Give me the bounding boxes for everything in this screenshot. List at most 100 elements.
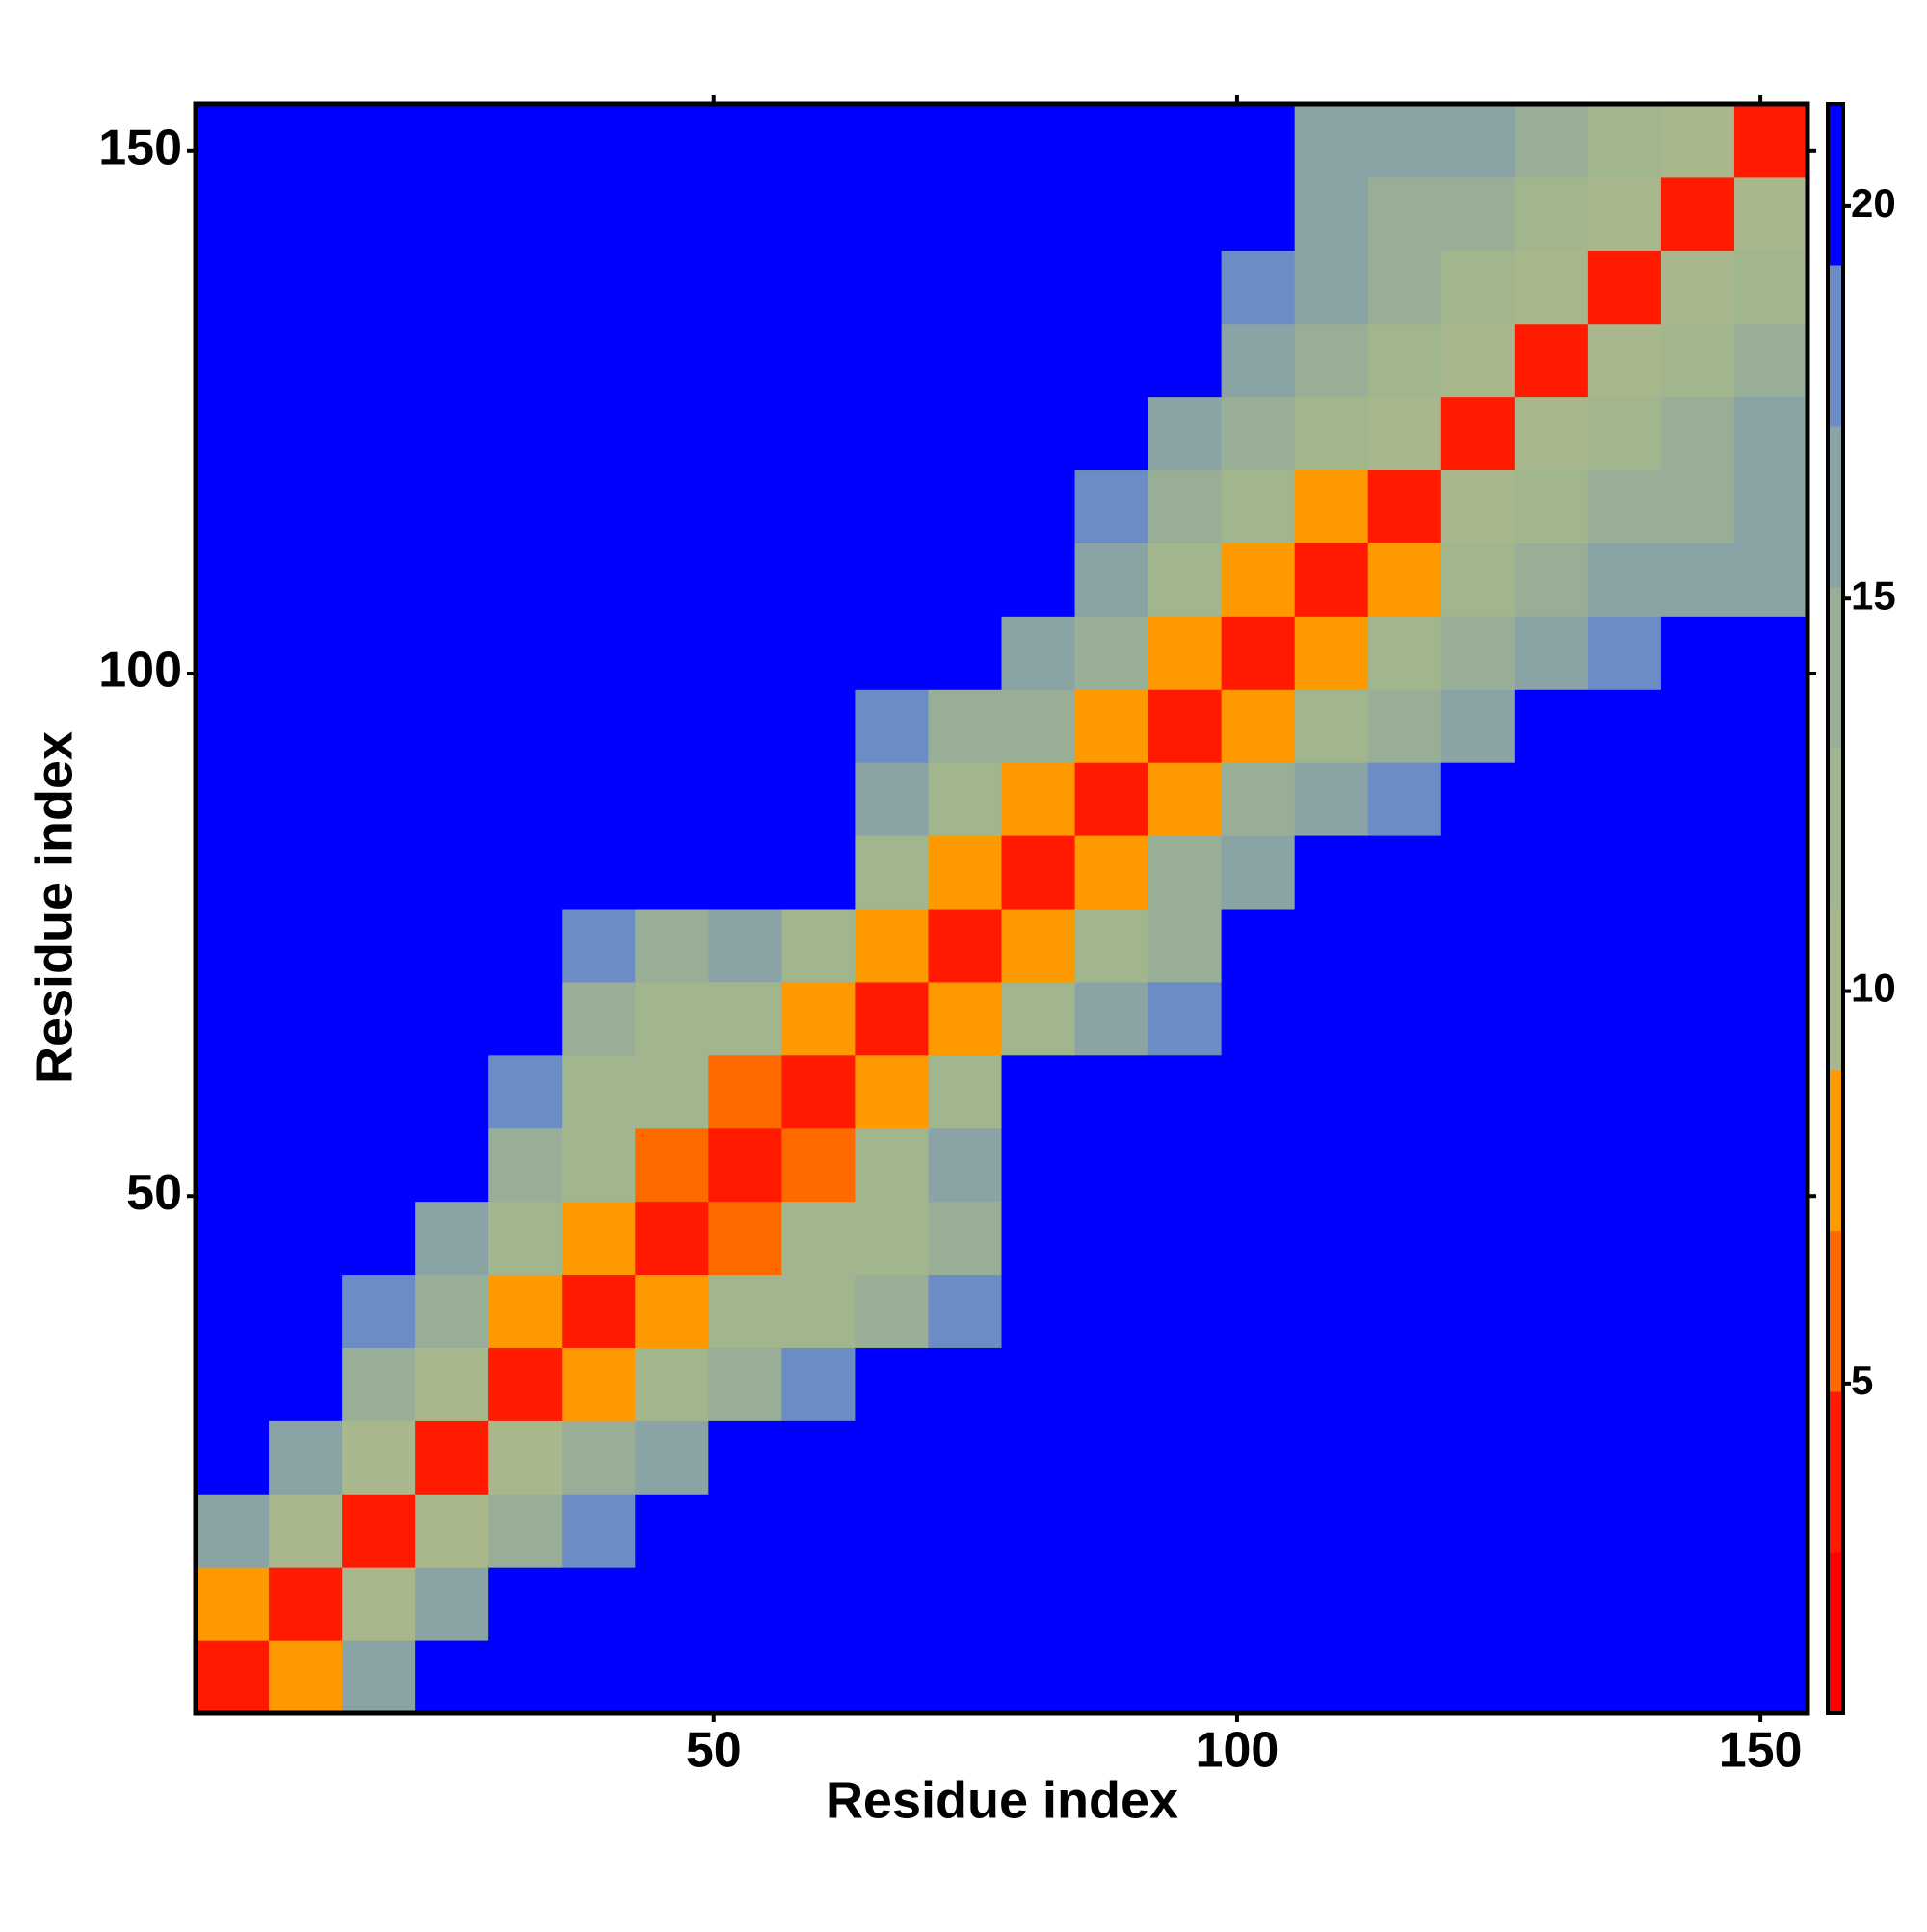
heatmap-cell [708,1567,782,1641]
heatmap-cell [562,323,636,398]
heatmap-cell [855,1274,929,1348]
heatmap-cell [1440,1347,1516,1421]
heatmap-cell [855,469,929,543]
heatmap-cell [708,396,782,471]
heatmap-cell [855,104,929,178]
heatmap-cell [1514,1567,1589,1641]
heatmap-cell [488,616,563,690]
heatmap-cell [1440,689,1516,763]
heatmap-cell [1001,1494,1076,1568]
heatmap-cell [269,1274,343,1348]
heatmap-cell [635,1347,709,1421]
heatmap-cell [1367,469,1442,543]
heatmap-cell [1514,1640,1589,1714]
heatmap-cell [1367,981,1442,1056]
heatmap-cell [781,1127,856,1203]
heatmap-cell [1440,543,1516,617]
heatmap-cell [708,835,782,910]
heatmap-cell [1001,1054,1076,1129]
heatmap-cell [1221,250,1296,325]
heatmap-cell [708,1054,782,1129]
heatmap-cell [488,250,563,325]
heatmap-cell [415,396,489,471]
colorbar-tick-label: 5 [1851,1358,1873,1403]
heatmap-cell [1514,981,1589,1056]
heatmap-cell [269,1054,343,1129]
heatmap-cell [342,1347,416,1421]
heatmap-cell [635,469,709,543]
heatmap-cell [1001,1567,1076,1641]
heatmap-cell [562,176,636,251]
heatmap-cell [196,1127,270,1203]
heatmap-cell [1587,176,1662,251]
heatmap-cell [635,1494,709,1568]
heatmap-cell [342,689,416,763]
heatmap-cell [855,1201,929,1276]
heatmap-cell [1221,104,1296,178]
heatmap-cell [1001,1347,1076,1421]
heatmap-cell [635,104,709,178]
heatmap-cell [635,176,709,251]
heatmap-cell [1660,1567,1735,1641]
heatmap-cell [1001,1640,1076,1714]
heatmap-cell [1367,250,1442,325]
heatmap-cell [708,689,782,763]
heatmap-cell [488,1420,563,1495]
heatmap-cell [562,616,636,690]
heatmap-cell [635,543,709,617]
x-axis-title: Residue index [826,1771,1178,1829]
heatmap-cell [415,1640,489,1714]
heatmap-cell [1440,1054,1516,1129]
x-tick-label: 150 [1719,1723,1803,1779]
heatmap-cell [562,543,636,617]
heatmap-cell [1074,396,1149,471]
heatmap-cell [488,1201,563,1276]
heatmap-cell [1514,1054,1589,1129]
heatmap-cell [415,1494,489,1568]
heatmap-cell [1294,835,1369,910]
heatmap-cell [1440,1420,1516,1495]
heatmap-cell [781,250,856,325]
heatmap-cell [562,396,636,471]
heatmap-cell [855,1127,929,1203]
colorbar-tick-label: 20 [1851,180,1896,225]
heatmap-cell [1660,250,1735,325]
heatmap-cell [1733,1347,1808,1421]
heatmap-cell [781,1201,856,1276]
heatmap-cell [1294,250,1369,325]
heatmap-cell [1733,1567,1808,1641]
heatmap-cell [781,909,856,983]
heatmap-cell [1587,616,1662,690]
heatmap-cell [269,1567,343,1641]
heatmap-cell [1148,1201,1223,1276]
heatmap-cell [269,762,343,836]
heatmap-cell [1514,1274,1589,1348]
heatmap-cell [562,1054,636,1129]
heatmap-cell [1733,1054,1808,1129]
heatmap-cell [1074,1420,1149,1495]
heatmap-cell [1367,396,1442,471]
heatmap-cell [342,981,416,1056]
heatmap-cell [415,1201,489,1276]
heatmap-cell [1148,835,1223,910]
heatmap-cell [488,104,563,178]
heatmap-cell [1587,323,1662,398]
heatmap-cell [1148,1420,1223,1495]
heatmap-cell [1148,104,1223,178]
heatmap-cell [635,323,709,398]
heatmap-cell [1148,1640,1223,1714]
heatmap-cell [928,1567,1002,1641]
heatmap-cell [196,543,270,617]
heatmap-cell [1074,1127,1149,1203]
heatmap-cell [1440,835,1516,910]
heatmap-cell [1294,176,1369,251]
heatmap-cell [1587,104,1662,178]
heatmap-cell [1733,981,1808,1056]
heatmap-cell [1074,616,1149,690]
heatmap-cell [781,762,856,836]
heatmap-cell [1514,176,1589,251]
heatmap-cell [562,469,636,543]
heatmap-cell [488,176,563,251]
heatmap-cell [1221,689,1296,763]
heatmap-cell [781,1347,856,1421]
